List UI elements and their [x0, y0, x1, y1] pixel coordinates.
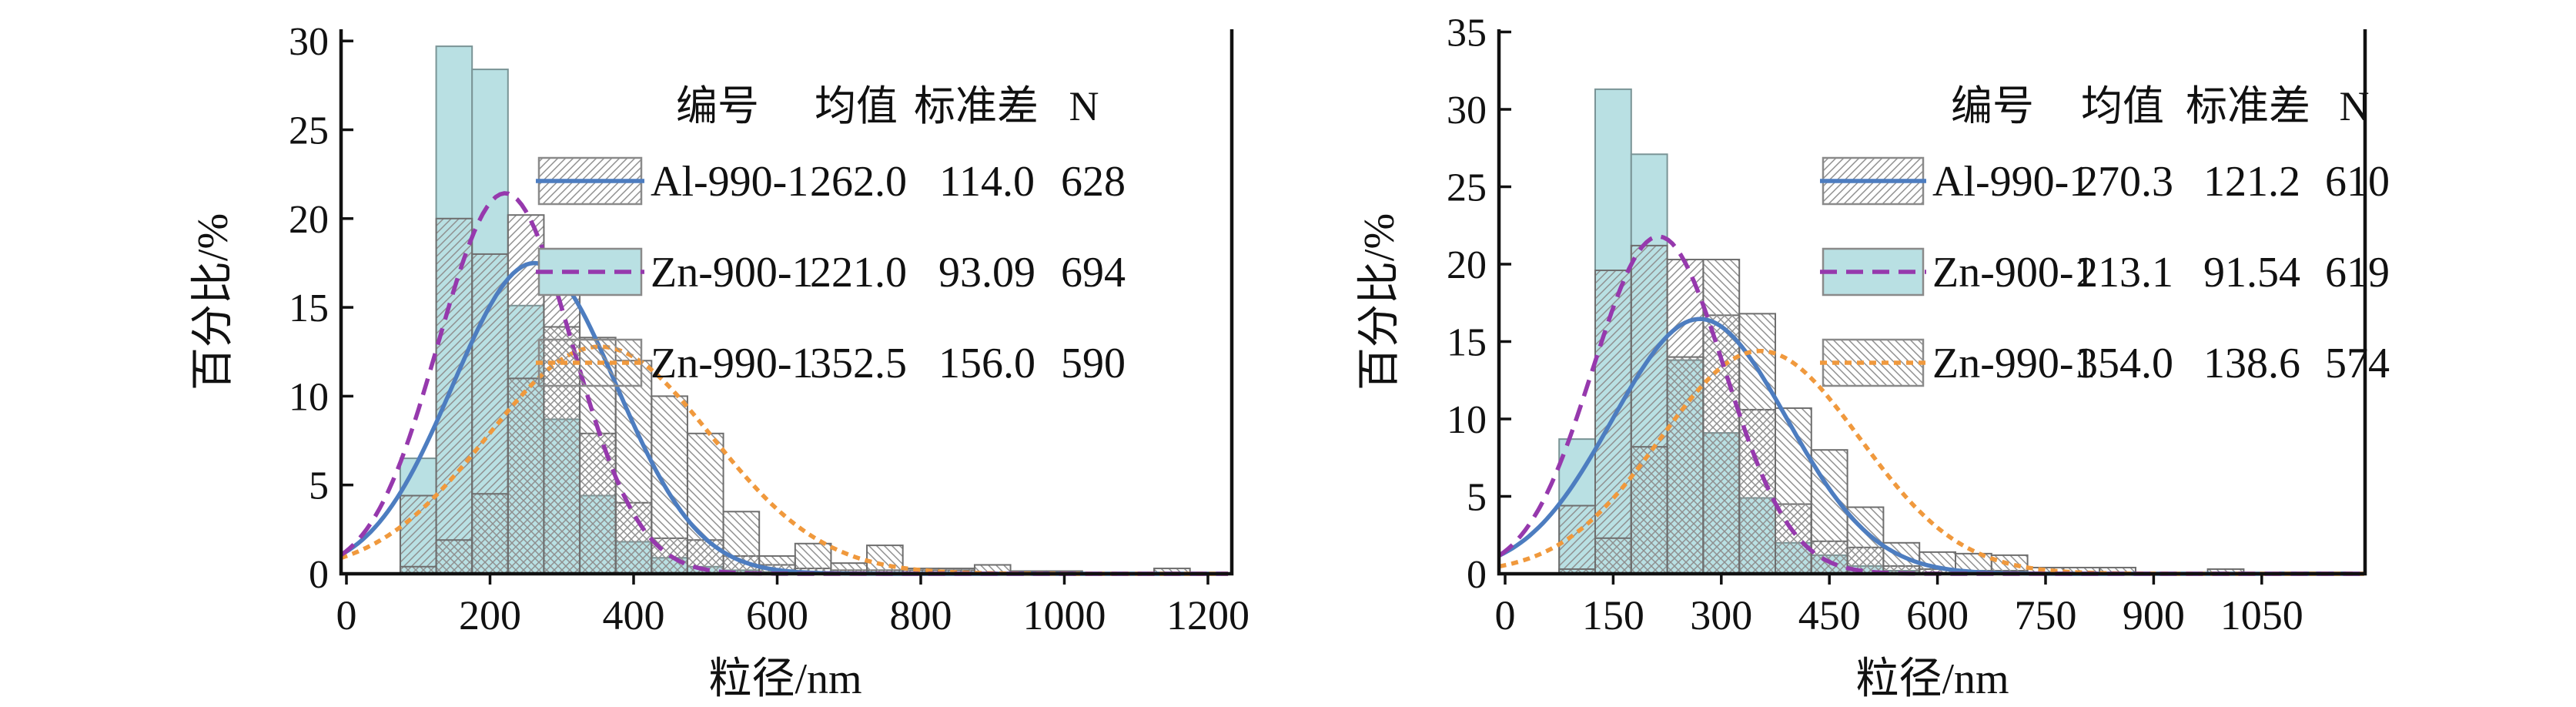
- y-axis-title: 百分比/%: [189, 213, 237, 390]
- histogram-bar: [1630, 446, 1668, 575]
- y-tick-label: 10: [1447, 398, 1487, 442]
- legend-header: 标准差: [2186, 83, 2310, 129]
- legend-n-value: 590: [1061, 340, 1126, 387]
- x-axis-title: 粒径/nm: [1855, 655, 2009, 703]
- histogram-bar: [1666, 356, 1705, 575]
- legend-sd-value: 91.54: [2203, 249, 2300, 297]
- axis-spines: [339, 29, 1234, 576]
- y-tick-label: 5: [309, 464, 329, 508]
- axis-spines: [1497, 29, 2367, 576]
- y-axis-title: 百分比/%: [1356, 213, 1403, 390]
- histogram-bar: [1594, 537, 1632, 575]
- y-tick-label: 20: [289, 198, 329, 242]
- histogram-bar: [507, 377, 545, 575]
- legend-header: 编号: [676, 83, 759, 129]
- legend-header: 标准差: [914, 83, 1039, 129]
- x-tick-label: 1050: [2220, 592, 2303, 638]
- y-tick-label: 30: [1447, 89, 1487, 132]
- legend-sd-value: 138.6: [2203, 340, 2300, 387]
- y-tick-label: 5: [1467, 476, 1487, 520]
- y-tick-label: 25: [289, 109, 329, 153]
- x-tick-label: 750: [2015, 592, 2077, 638]
- chart-panel-left: 0 5 10 15 20 25 30 0 200 400 600 800 1000 1200 粒径/nm 百分…: [189, 20, 1250, 703]
- x-axis-title: 粒径/nm: [708, 655, 861, 703]
- histogram-bar: [435, 539, 473, 575]
- x-tick-label: 150: [1582, 592, 1644, 638]
- legend-header: N: [1069, 83, 1099, 129]
- legend-n-value: 694: [1061, 249, 1126, 297]
- legend-n-value: 610: [2325, 158, 2390, 206]
- legend-mean-value: 213.1: [2076, 249, 2173, 297]
- legend-mean-value: 270.3: [2076, 158, 2173, 206]
- legend-mean-value: 221.0: [810, 249, 907, 297]
- legend-header: 编号: [1951, 83, 2034, 129]
- x-tick-label: 800: [890, 592, 952, 638]
- histogram-bar: [686, 432, 724, 575]
- legend-series-label: Zn-900-1: [1932, 249, 2096, 297]
- y-tick-label: 20: [1447, 243, 1487, 287]
- y-tick-label: 10: [289, 375, 329, 419]
- x-tick-label: 300: [1690, 592, 1752, 638]
- x-tick-label: 600: [1906, 592, 1969, 638]
- histogram-series-Zn-990-1: [1558, 258, 2353, 575]
- legend-n-value: 574: [2325, 340, 2390, 387]
- x-tick-label: 1200: [1166, 592, 1250, 638]
- legend-series-label: Zn-900-1: [651, 249, 814, 297]
- x-tick-label: 600: [746, 592, 808, 638]
- x-tick-label: 450: [1798, 592, 1861, 638]
- x-tick-label: 0: [1495, 592, 1516, 638]
- legend-sd-value: 114.0: [939, 158, 1035, 206]
- legend-sd-value: 93.09: [938, 249, 1035, 297]
- legend-mean-value: 262.0: [810, 158, 907, 206]
- legend-n-value: 628: [1061, 158, 1126, 206]
- x-tick-label: 200: [459, 592, 521, 638]
- histogram-bar: [794, 542, 832, 575]
- legend-mean-value: 354.0: [2076, 340, 2173, 387]
- legend-sd-value: 121.2: [2203, 158, 2300, 206]
- legend-header: 均值: [815, 83, 898, 129]
- histogram-bar: [866, 544, 904, 575]
- legend-header: N: [2340, 83, 2370, 129]
- histogram-bar: [1702, 258, 1741, 575]
- y-tick-label: 0: [1467, 553, 1487, 597]
- legend-series-label: Al-990-1: [1932, 158, 2090, 206]
- chart-panel-right: 0 5 10 15 20 25 30 35 0 150 300 450 600 750 900 1050 粒径/…: [1356, 12, 2390, 704]
- y-tick-label: 35: [1447, 12, 1487, 55]
- x-tick-label: 1000: [1023, 592, 1106, 638]
- histogram-bar: [435, 217, 473, 575]
- y-tick-label: 15: [1447, 321, 1487, 365]
- x-tick-label: 900: [2123, 592, 2185, 638]
- y-tick-label: 0: [309, 553, 329, 597]
- y-tick-label: 30: [289, 20, 329, 64]
- legend-series-label: Zn-990-1: [1932, 340, 2096, 387]
- legend-series-label: Al-990-1: [651, 158, 808, 206]
- legend-mean-value: 352.5: [810, 340, 907, 387]
- legend-sd-value: 156.0: [938, 340, 1035, 387]
- histogram-bar: [1738, 313, 1776, 575]
- legend-header: 均值: [2081, 83, 2164, 129]
- histogram-bar: [1558, 504, 1596, 575]
- x-tick-label: 400: [603, 592, 665, 638]
- y-tick-label: 25: [1447, 166, 1487, 210]
- legend-n-value: 619: [2325, 249, 2390, 297]
- fit-curve-Zn-990-1: [1498, 349, 2364, 576]
- legend-series-label: Zn-990-1: [651, 340, 814, 387]
- histogram-bar: [399, 494, 437, 575]
- histogram-bar: [471, 493, 509, 575]
- x-tick-label: 0: [336, 592, 357, 638]
- y-tick-label: 15: [289, 286, 329, 330]
- legend: 编号 均值 标准差 N Al-990-1 262.0 114.0 628 Zn-900-1221…: [536, 83, 1126, 387]
